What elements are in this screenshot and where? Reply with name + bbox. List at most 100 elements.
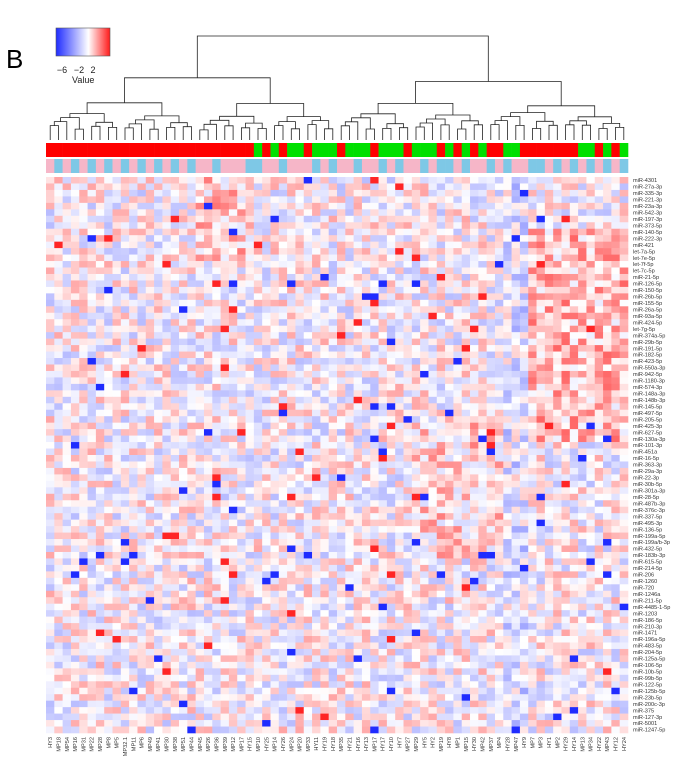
heatmap-cell xyxy=(478,513,487,520)
heatmap-cell xyxy=(170,189,180,197)
heatmap-cell xyxy=(87,526,97,533)
heatmap-cell xyxy=(179,403,188,411)
heatmap-cell xyxy=(594,519,604,527)
group-annotation-cell xyxy=(120,143,130,157)
heatmap-cell xyxy=(95,306,105,314)
heatmap-cell xyxy=(170,409,180,417)
heatmap-cell xyxy=(262,455,271,462)
heatmap-cell xyxy=(361,416,371,423)
heatmap-cell xyxy=(436,500,446,508)
heatmap-cell xyxy=(578,222,587,230)
dendrogram-branch xyxy=(351,117,371,129)
heatmap-cell xyxy=(120,222,130,230)
heatmap-cell xyxy=(428,435,438,443)
heatmap-cell xyxy=(403,189,413,197)
heatmap-cell xyxy=(278,590,288,598)
heatmap-cell xyxy=(62,448,72,456)
heatmap-cell xyxy=(145,551,155,559)
heatmap-cell xyxy=(536,590,546,598)
heatmap-cell xyxy=(220,429,230,436)
heatmap-cell xyxy=(561,299,571,307)
heatmap-cell xyxy=(112,358,122,365)
heatmap-cell xyxy=(212,383,221,391)
group-annotation-cell xyxy=(187,143,196,157)
heatmap-cell xyxy=(87,396,97,404)
heatmap-cell xyxy=(154,571,163,579)
heatmap-cell xyxy=(420,248,429,255)
heatmap-cell xyxy=(179,358,188,365)
heatmap-cell xyxy=(337,416,346,423)
heatmap-cell xyxy=(395,409,404,417)
dendrogram-branch xyxy=(377,103,454,115)
heatmap-cell xyxy=(337,299,346,307)
heatmap-cell xyxy=(287,571,296,579)
heatmap-cell xyxy=(337,461,346,469)
heatmap-cell xyxy=(70,273,80,281)
dendrogram-branch xyxy=(415,81,562,106)
heatmap-cell xyxy=(120,241,130,249)
heatmap-cell xyxy=(370,435,379,443)
heatmap-cell xyxy=(619,248,629,255)
heatmap-cell xyxy=(278,351,288,359)
heatmap-cell xyxy=(54,286,63,294)
heatmap-cell xyxy=(46,539,55,546)
heatmap-cell xyxy=(46,241,55,249)
heatmap-cell xyxy=(179,616,188,624)
heatmap-cell xyxy=(220,254,230,262)
heatmap-cell xyxy=(470,551,479,559)
heatmap-cell xyxy=(353,435,363,443)
heatmap-cell xyxy=(461,519,471,527)
heatmap-cell xyxy=(46,429,55,436)
heatmap-cell xyxy=(428,526,438,533)
heatmap-cell xyxy=(303,202,313,210)
heatmap-cell xyxy=(95,603,105,611)
heatmap-cell xyxy=(345,467,354,475)
heatmap-cell xyxy=(403,286,413,294)
heatmap-cell xyxy=(95,215,105,223)
heatmap-cell xyxy=(611,526,620,533)
heatmap-cell xyxy=(511,474,521,482)
heatmap-cell xyxy=(253,319,263,326)
color-key-title: Value xyxy=(72,75,94,85)
heatmap-cell xyxy=(494,312,504,320)
heatmap-cell xyxy=(46,196,55,204)
heatmap-cell xyxy=(353,177,363,184)
heatmap-cell xyxy=(428,551,438,559)
heatmap-cell xyxy=(312,209,321,217)
heatmap-cell xyxy=(262,254,271,262)
heatmap-cell xyxy=(203,183,213,191)
heatmap-cell xyxy=(253,209,263,217)
heatmap-cell xyxy=(503,248,512,255)
heatmap-cell xyxy=(345,267,354,275)
heatmap-cell xyxy=(245,183,255,191)
heatmap-cell xyxy=(361,383,371,391)
heatmap-cell xyxy=(436,228,446,236)
heatmap-cell xyxy=(453,506,463,514)
heatmap-cell xyxy=(278,448,288,456)
heatmap-cell xyxy=(586,506,596,514)
heatmap-cell xyxy=(162,370,172,378)
heatmap-cell xyxy=(395,435,404,443)
heatmap-cell xyxy=(370,267,379,275)
heatmap-cell xyxy=(503,519,512,527)
heatmap-cell xyxy=(54,319,63,326)
heatmap-cell xyxy=(228,293,238,301)
heatmap-cell xyxy=(79,183,88,191)
heatmap-cell xyxy=(187,299,196,307)
heatmap-cell xyxy=(553,383,562,391)
heatmap-cell xyxy=(287,222,296,230)
heatmap-cell xyxy=(420,228,429,236)
heatmap-cell xyxy=(278,584,288,592)
heatmap-cell xyxy=(453,442,463,449)
heatmap-cell xyxy=(170,455,180,462)
heatmap-cell xyxy=(303,603,313,611)
heatmap-cell xyxy=(303,345,313,352)
heatmap-cell xyxy=(203,286,213,294)
heatmap-cell xyxy=(395,338,404,346)
heatmap-cell xyxy=(295,377,305,385)
heatmap-cell xyxy=(603,248,612,255)
dendrogram-branch xyxy=(565,124,575,140)
heatmap-cell xyxy=(179,267,188,275)
heatmap-cell xyxy=(411,403,421,411)
heatmap-cell xyxy=(62,228,72,236)
